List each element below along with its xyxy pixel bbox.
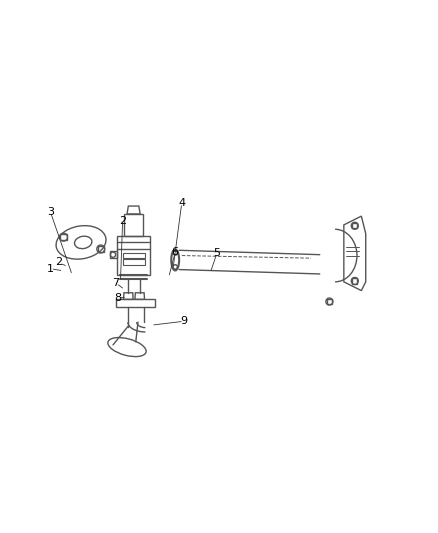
Text: 7: 7 bbox=[113, 278, 120, 288]
Text: 1: 1 bbox=[47, 264, 54, 273]
Text: 6: 6 bbox=[172, 247, 179, 257]
Text: 8: 8 bbox=[115, 293, 122, 303]
Text: 9: 9 bbox=[180, 316, 187, 326]
Text: 2: 2 bbox=[119, 215, 126, 225]
Text: 5: 5 bbox=[213, 248, 220, 259]
Text: 4: 4 bbox=[178, 198, 185, 208]
Text: 3: 3 bbox=[47, 207, 54, 217]
Text: 2: 2 bbox=[56, 257, 63, 267]
